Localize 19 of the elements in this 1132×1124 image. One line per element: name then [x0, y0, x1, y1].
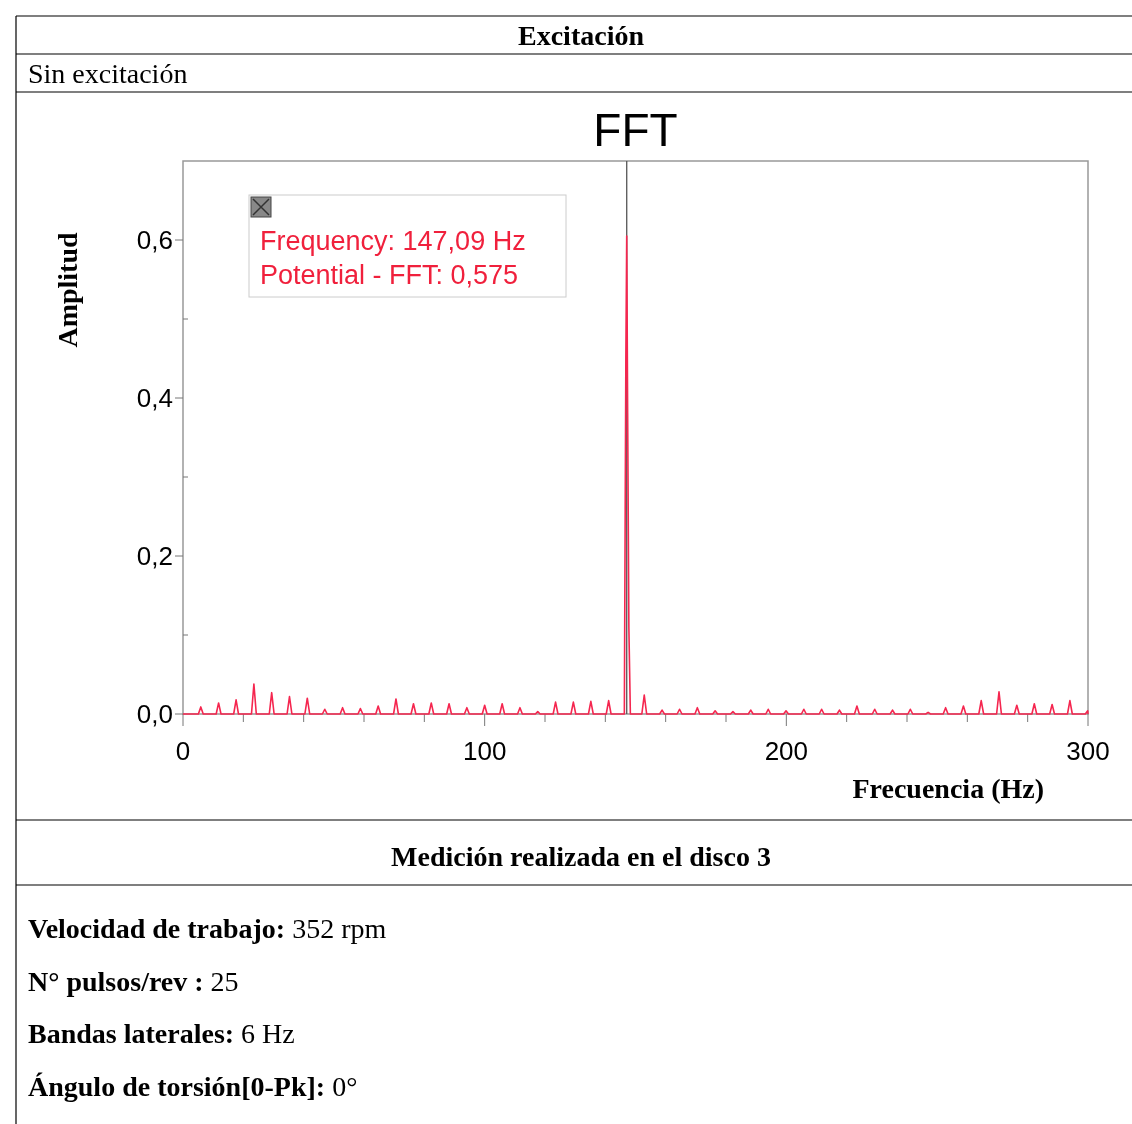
x-tick-label: 100: [462, 736, 507, 766]
annotation: Frequency: 147,09 Hz Potential - FFT: 0,575: [260, 226, 526, 290]
x-tick-label: 200: [764, 736, 809, 766]
y-tick-label: 0,2: [136, 541, 173, 571]
chart-title: FFT: [593, 104, 678, 156]
text: Excitación: [518, 20, 645, 51]
x-axis-title: Frecuencia (Hz): [852, 773, 1044, 804]
text: Ángulo de torsión[0-Pk]: 0°: [28, 1070, 358, 1102]
text: Sin excitación: [28, 58, 188, 89]
text: Velocidad de trabajo: 352 rpm: [28, 913, 387, 944]
text: Bandas laterales: 6 Hz: [28, 1018, 295, 1049]
y-axis-title: Amplitud: [52, 232, 83, 348]
x-tick-label: 300: [1066, 736, 1110, 766]
y-tick-label: 0,6: [136, 225, 173, 255]
x-tick-label: 0: [175, 736, 191, 766]
text: N° pulsos/rev : 25: [28, 965, 239, 997]
text: Medición realizada en el disco 3: [391, 841, 771, 872]
y-tick-label: 0,4: [136, 383, 173, 413]
y-tick-label: 0,0: [136, 699, 173, 729]
